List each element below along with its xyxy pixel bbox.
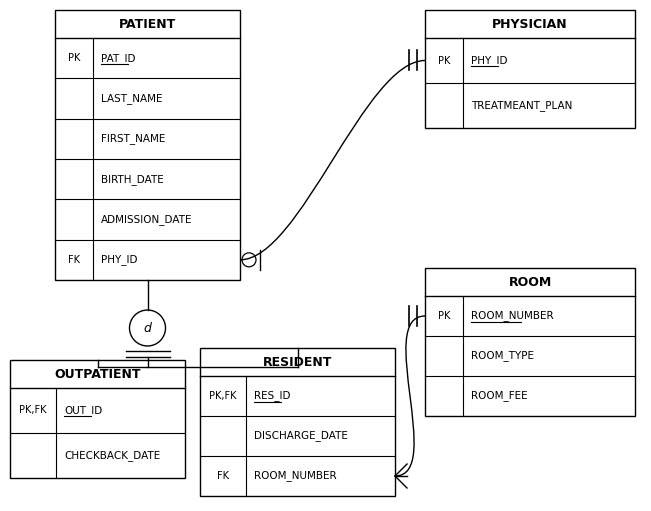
Text: ROOM_NUMBER: ROOM_NUMBER bbox=[471, 311, 553, 321]
Bar bbox=[55, 10, 240, 280]
Text: TREATMEANT_PLAN: TREATMEANT_PLAN bbox=[471, 100, 572, 111]
Text: PK: PK bbox=[438, 311, 450, 321]
Text: RESIDENT: RESIDENT bbox=[263, 356, 332, 368]
Text: PATIENT: PATIENT bbox=[119, 17, 176, 31]
Text: BIRTH_DATE: BIRTH_DATE bbox=[101, 174, 164, 184]
Text: PK,FK: PK,FK bbox=[209, 391, 237, 401]
Bar bbox=[425, 10, 635, 128]
Text: FK: FK bbox=[68, 255, 80, 265]
Bar bbox=[200, 348, 395, 496]
Text: d: d bbox=[144, 321, 152, 335]
Text: PHY_ID: PHY_ID bbox=[471, 55, 508, 66]
Text: FK: FK bbox=[217, 471, 229, 481]
Text: ROOM: ROOM bbox=[508, 275, 551, 289]
Text: PHY_ID: PHY_ID bbox=[101, 254, 137, 265]
Text: ROOM_NUMBER: ROOM_NUMBER bbox=[254, 471, 337, 481]
Text: DISCHARGE_DATE: DISCHARGE_DATE bbox=[254, 431, 348, 442]
Text: OUT_ID: OUT_ID bbox=[64, 405, 102, 416]
Text: OUTPATIENT: OUTPATIENT bbox=[54, 367, 141, 381]
Text: PHYSICIAN: PHYSICIAN bbox=[492, 17, 568, 31]
Text: PK: PK bbox=[438, 56, 450, 65]
Text: PK,FK: PK,FK bbox=[20, 406, 47, 415]
Text: PK: PK bbox=[68, 53, 80, 63]
Text: FIRST_NAME: FIRST_NAME bbox=[101, 133, 165, 144]
Text: LAST_NAME: LAST_NAME bbox=[101, 93, 163, 104]
Bar bbox=[425, 268, 635, 416]
Text: PAT_ID: PAT_ID bbox=[101, 53, 135, 64]
Bar bbox=[10, 360, 185, 478]
Text: ADMISSION_DATE: ADMISSION_DATE bbox=[101, 214, 193, 225]
Text: CHECKBACK_DATE: CHECKBACK_DATE bbox=[64, 450, 160, 461]
Text: ROOM_FEE: ROOM_FEE bbox=[471, 390, 527, 402]
Text: RES_ID: RES_ID bbox=[254, 390, 290, 402]
Text: ROOM_TYPE: ROOM_TYPE bbox=[471, 351, 534, 361]
